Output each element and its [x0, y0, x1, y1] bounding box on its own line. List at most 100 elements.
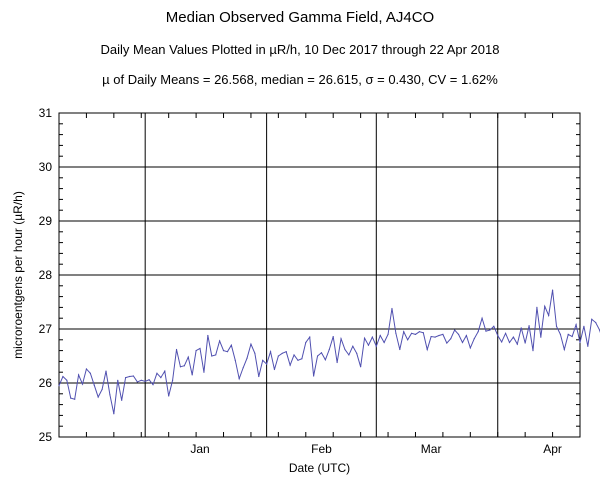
data-point: [152, 384, 154, 386]
data-point: [407, 339, 409, 341]
data-point: [540, 336, 542, 338]
data-point: [219, 340, 221, 342]
x-axis-label: Date (UTC): [289, 461, 350, 475]
data-point: [485, 330, 487, 332]
data-point: [395, 332, 397, 334]
data-point: [446, 342, 448, 344]
y-tick-labels: 25 26 27 28 29 30 31: [39, 106, 53, 444]
y-tick-label: 27: [39, 322, 53, 336]
data-point: [58, 385, 60, 387]
data-point: [465, 334, 467, 337]
data-point: [101, 388, 103, 391]
y-tick-label: 28: [39, 268, 53, 282]
series-line: [58, 290, 600, 414]
data-point: [109, 394, 111, 396]
data-point: [489, 329, 491, 331]
x-tick-label: Feb: [311, 442, 332, 456]
y-axis-label: microroentgens per hour (µR/h): [11, 191, 25, 359]
data-point: [418, 331, 420, 333]
x-tick-label: Apr: [543, 442, 562, 456]
chart-stats: µ of Daily Means = 26.568, median = 26.6…: [102, 72, 498, 87]
x-tick-labels: Jan Feb Mar Apr: [190, 442, 562, 456]
data-point: [512, 336, 515, 338]
data-point: [148, 379, 150, 381]
data-point: [113, 413, 115, 415]
data-point: [215, 354, 217, 356]
data-point: [191, 374, 193, 376]
data-point: [426, 348, 428, 351]
data-point: [383, 341, 385, 344]
data-point: [524, 342, 526, 344]
data-point: [238, 378, 240, 380]
data-point: [85, 368, 88, 370]
data-point: [379, 334, 381, 337]
data-point: [591, 318, 593, 320]
data-point: [360, 366, 362, 368]
data-point: [414, 333, 417, 335]
data-point: [469, 347, 471, 349]
data-point: [434, 336, 436, 338]
data-point: [207, 334, 209, 337]
data-point: [203, 371, 205, 373]
data-point: [222, 350, 225, 352]
data-point: [583, 325, 585, 327]
data-point: [344, 348, 346, 351]
data-point: [481, 317, 483, 319]
data-point: [277, 355, 279, 357]
data-point: [258, 375, 260, 378]
data-point: [477, 331, 479, 333]
data-point: [262, 359, 264, 361]
data-point: [363, 337, 366, 339]
data-point: [97, 396, 99, 398]
data-point: [242, 367, 244, 369]
data-point: [450, 338, 452, 340]
data-point: [497, 334, 499, 337]
data-point: [504, 332, 507, 334]
data-point: [316, 355, 319, 357]
data-point: [493, 325, 495, 327]
data-point: [367, 344, 370, 346]
data-point: [226, 351, 229, 353]
data-point: [281, 352, 283, 354]
data-point: [548, 314, 550, 317]
y-tick-label: 30: [39, 160, 53, 174]
data-point: [172, 379, 174, 381]
data-point: [332, 335, 334, 338]
data-point: [81, 383, 84, 385]
data-point: [168, 395, 170, 397]
data-point: [179, 366, 182, 368]
data-point: [387, 333, 389, 335]
data-point: [559, 333, 562, 335]
data-point: [187, 356, 189, 358]
data-point: [285, 351, 287, 353]
plot-frame: [58, 112, 581, 438]
data-point: [555, 325, 558, 327]
data-point: [579, 341, 581, 344]
data-point: [128, 375, 131, 378]
data-point: [273, 368, 276, 371]
x-tick-label: Mar: [421, 442, 442, 456]
data-point: [313, 375, 315, 377]
y-tick-label: 26: [39, 376, 53, 390]
data-point: [501, 341, 503, 343]
data-point: [183, 365, 185, 367]
data-point: [438, 334, 440, 337]
data-point: [551, 289, 554, 291]
data-point: [399, 348, 401, 351]
data-point: [571, 335, 573, 338]
data-point: [195, 350, 197, 352]
data-point: [340, 338, 342, 340]
data-point: [410, 332, 413, 334]
data-point: [250, 343, 252, 345]
data-point: [461, 341, 464, 344]
data-point: [124, 377, 127, 379]
data-point: [89, 372, 91, 374]
data-point: [266, 363, 268, 365]
data-point: [305, 341, 307, 344]
data-point: [156, 372, 158, 374]
data-point: [234, 359, 236, 361]
chart-title: Median Observed Gamma Field, AJ4CO: [165, 9, 435, 26]
data-point: [62, 375, 64, 378]
data-point: [587, 345, 589, 347]
